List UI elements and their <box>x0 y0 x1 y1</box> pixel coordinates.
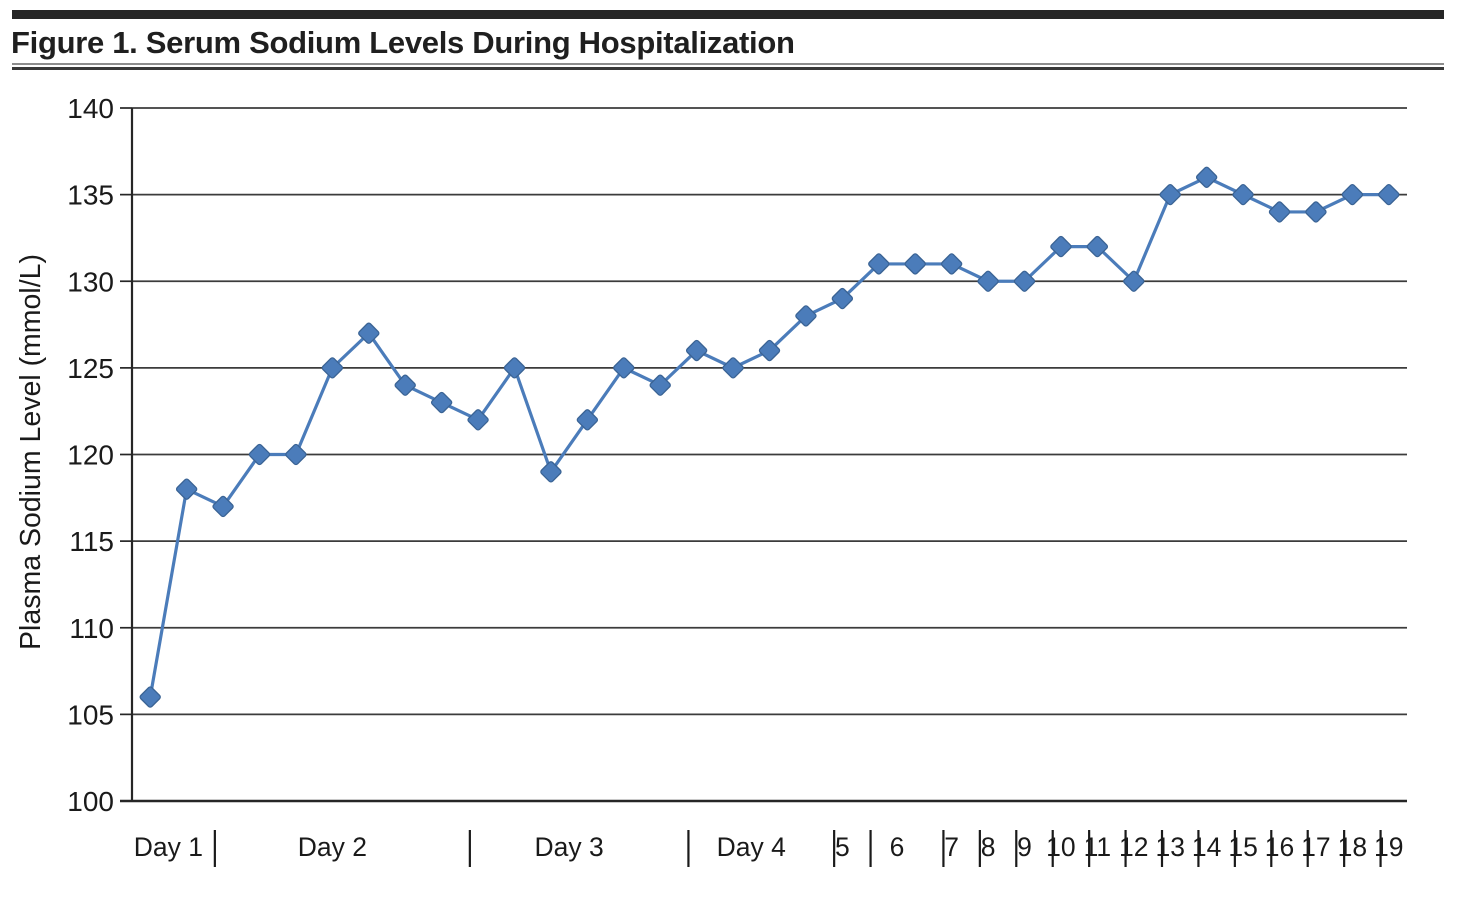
data-point-marker <box>321 357 344 379</box>
x-group-label: 11 <box>1084 832 1112 862</box>
x-group-label: 6 <box>890 832 905 862</box>
data-point-marker <box>1268 201 1291 223</box>
data-point-marker <box>868 253 890 275</box>
y-axis-title: Plasma Sodium Level (mmol/L) <box>15 254 47 650</box>
data-point-marker <box>1050 235 1072 258</box>
data-point-marker <box>285 443 307 466</box>
x-group-label: 9 <box>1017 832 1032 862</box>
x-group-label: Day 4 <box>717 832 786 862</box>
data-point-marker <box>248 443 271 466</box>
series-line <box>148 175 1391 699</box>
data-point-marker <box>722 357 744 379</box>
y-axis-title-text: Plasma Sodium Level (mmol/L) <box>15 254 47 650</box>
data-point-marker <box>576 409 599 431</box>
data-point-marker <box>540 461 562 483</box>
data-point-marker <box>212 495 234 518</box>
y-tick-label: 115 <box>69 526 114 557</box>
data-point-marker <box>1159 183 1181 206</box>
data-point-marker <box>1013 270 1036 292</box>
title-underline <box>12 63 1444 70</box>
x-group-label: 8 <box>981 832 996 862</box>
data-point-marker <box>1378 183 1400 206</box>
data-point-marker <box>1195 166 1218 188</box>
data-point-marker <box>1305 201 1327 223</box>
y-tick-label: 135 <box>67 180 114 211</box>
data-point-marker <box>649 374 671 396</box>
x-group-label: 5 <box>835 832 850 862</box>
x-group-label: 17 <box>1301 832 1330 862</box>
y-tick-label: 100 <box>67 786 114 817</box>
x-group-label: 7 <box>944 832 959 862</box>
data-point-marker <box>1123 270 1145 292</box>
data-point-marker <box>795 305 817 327</box>
y-tick-label: 110 <box>69 613 114 644</box>
y-tick-label: 125 <box>67 353 114 384</box>
data-point-marker <box>430 391 453 414</box>
data-point-marker <box>758 339 781 362</box>
x-group-label: 16 <box>1265 832 1294 862</box>
data-point-marker <box>1232 183 1254 206</box>
x-group-label: 19 <box>1374 832 1403 862</box>
x-group-label: Day 3 <box>535 832 604 862</box>
data-point-marker <box>940 253 963 275</box>
data-point-marker <box>394 374 416 396</box>
data-point-marker <box>175 478 198 500</box>
data-point-marker <box>467 409 489 431</box>
data-point-marker <box>613 357 635 379</box>
data-point-marker <box>977 270 999 292</box>
x-axis-group-labels: Day 1 Day 2 Day 3 Day 4 5 6 7 8 9 10 11 12 13 14 15 16 1… <box>134 830 1404 867</box>
x-group-label: Day 1 <box>134 832 203 862</box>
gridlines <box>120 107 1407 803</box>
x-group-label: 10 <box>1046 832 1075 862</box>
data-point-marker <box>1341 183 1364 206</box>
data-point-marker <box>1086 235 1109 258</box>
x-group-label: 18 <box>1338 832 1367 862</box>
y-tick-label: 140 <box>67 93 114 124</box>
data-point-marker <box>358 322 380 344</box>
x-group-label: 15 <box>1228 832 1257 862</box>
data-point-marker <box>904 253 926 275</box>
y-tick-label: 120 <box>67 440 114 471</box>
data-point-marker <box>139 686 161 708</box>
x-group-label: Day 2 <box>298 832 367 862</box>
x-group-label: 14 <box>1192 832 1221 862</box>
data-series <box>139 166 1400 708</box>
y-tick-label: 130 <box>67 266 114 297</box>
data-point-marker <box>831 287 854 310</box>
x-group-label: 12 <box>1119 832 1148 862</box>
data-point-marker <box>503 357 526 379</box>
y-axis-tick-labels: 100 105 110 115 120 125 130 135 140 <box>67 93 114 817</box>
figure-title: Figure 1. Serum Sodium Levels During Hos… <box>11 25 795 60</box>
x-group-label: 13 <box>1155 832 1184 862</box>
figure-top-bar <box>12 10 1444 19</box>
y-tick-label: 105 <box>67 699 114 730</box>
data-point-marker <box>685 339 708 362</box>
